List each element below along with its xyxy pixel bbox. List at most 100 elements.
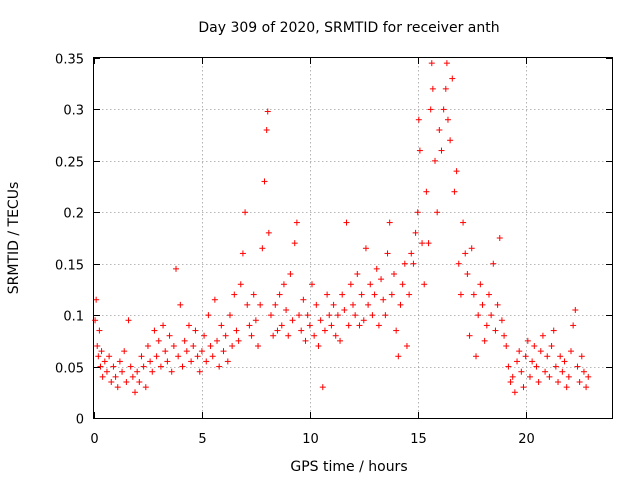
data-point bbox=[313, 301, 320, 308]
data-point bbox=[205, 312, 212, 319]
data-point bbox=[170, 343, 177, 349]
data-point bbox=[311, 332, 318, 339]
data-point bbox=[164, 358, 171, 365]
data-point bbox=[570, 322, 577, 329]
data-point bbox=[263, 127, 270, 133]
data-point bbox=[179, 363, 186, 370]
data-point bbox=[173, 265, 180, 272]
data-point bbox=[97, 363, 104, 370]
data-point bbox=[382, 312, 389, 319]
data-point bbox=[388, 291, 395, 298]
data-point bbox=[531, 343, 538, 349]
data-point bbox=[526, 373, 533, 380]
data-point bbox=[276, 291, 283, 298]
data-point bbox=[147, 358, 154, 365]
data-point bbox=[362, 245, 369, 252]
data-point bbox=[220, 348, 227, 355]
data-point bbox=[233, 327, 240, 334]
data-point bbox=[198, 348, 205, 355]
data-point bbox=[585, 373, 592, 380]
data-point bbox=[477, 281, 484, 288]
data-point bbox=[447, 137, 454, 144]
points-layer bbox=[92, 60, 592, 396]
data-point bbox=[457, 291, 464, 298]
data-point bbox=[289, 317, 296, 324]
data-point bbox=[470, 291, 477, 298]
data-point bbox=[408, 250, 415, 257]
data-point bbox=[92, 317, 99, 324]
chart-title: Day 309 of 2020, SRMTID for receiver ant… bbox=[198, 20, 499, 36]
data-point bbox=[542, 368, 549, 375]
data-point bbox=[350, 301, 356, 308]
grid-layer bbox=[94, 58, 612, 418]
data-point bbox=[270, 332, 277, 339]
data-point bbox=[397, 301, 404, 308]
data-point bbox=[574, 363, 581, 370]
data-point bbox=[334, 312, 341, 319]
data-point bbox=[580, 368, 587, 375]
y-tick-label: 0.35 bbox=[55, 53, 84, 68]
data-point bbox=[475, 312, 482, 319]
data-point bbox=[492, 327, 499, 334]
data-point bbox=[520, 384, 527, 391]
data-point bbox=[101, 358, 108, 365]
data-point bbox=[194, 353, 201, 360]
data-point bbox=[490, 260, 497, 267]
data-point bbox=[434, 209, 441, 216]
data-point bbox=[93, 296, 100, 303]
data-point bbox=[298, 327, 305, 334]
data-point bbox=[565, 373, 572, 380]
x-tick-label: 20 bbox=[518, 432, 535, 447]
data-point bbox=[235, 337, 242, 344]
data-point bbox=[317, 317, 324, 324]
data-point bbox=[421, 281, 428, 288]
data-point bbox=[410, 260, 417, 267]
data-point bbox=[373, 265, 380, 272]
data-point bbox=[391, 271, 398, 277]
data-point bbox=[378, 276, 385, 283]
ticks-layer: 0 5 10 15 20 0 0.05 0.1 0.15 0.2 0.25 0.3 0.35 bbox=[55, 53, 612, 447]
data-point bbox=[319, 384, 326, 391]
data-point bbox=[237, 281, 244, 288]
data-point bbox=[129, 373, 136, 380]
data-point bbox=[300, 296, 307, 303]
data-point bbox=[343, 219, 350, 226]
data-point bbox=[190, 343, 197, 349]
data-point bbox=[304, 312, 311, 319]
data-point bbox=[255, 343, 262, 349]
data-point bbox=[142, 384, 149, 391]
data-point bbox=[425, 240, 432, 247]
data-point bbox=[354, 271, 361, 277]
data-point bbox=[162, 348, 169, 355]
data-point bbox=[106, 353, 113, 360]
data-point bbox=[95, 353, 102, 360]
data-point bbox=[248, 332, 255, 339]
data-point bbox=[360, 317, 367, 324]
data-point bbox=[341, 307, 348, 313]
y-axis-label: SRMTID / TECUs bbox=[6, 182, 22, 295]
y-tick-label: 0.15 bbox=[55, 259, 84, 274]
data-point bbox=[557, 353, 564, 360]
data-point bbox=[432, 157, 439, 164]
data-point bbox=[511, 389, 518, 396]
data-point bbox=[272, 301, 279, 308]
data-point bbox=[116, 358, 123, 365]
data-point bbox=[578, 353, 585, 360]
data-point bbox=[522, 353, 529, 360]
data-point bbox=[529, 358, 536, 365]
data-point bbox=[345, 322, 352, 329]
x-axis-label: GPS time / hours bbox=[290, 459, 407, 475]
data-point bbox=[239, 250, 246, 257]
data-point bbox=[264, 108, 271, 115]
data-point bbox=[185, 322, 192, 329]
data-point bbox=[96, 327, 103, 334]
data-point bbox=[503, 343, 510, 349]
data-point bbox=[127, 363, 134, 370]
data-point bbox=[416, 147, 423, 154]
data-point bbox=[406, 291, 413, 298]
data-point bbox=[207, 343, 214, 349]
data-point bbox=[136, 379, 143, 385]
data-point bbox=[246, 322, 253, 329]
data-point bbox=[121, 348, 128, 355]
